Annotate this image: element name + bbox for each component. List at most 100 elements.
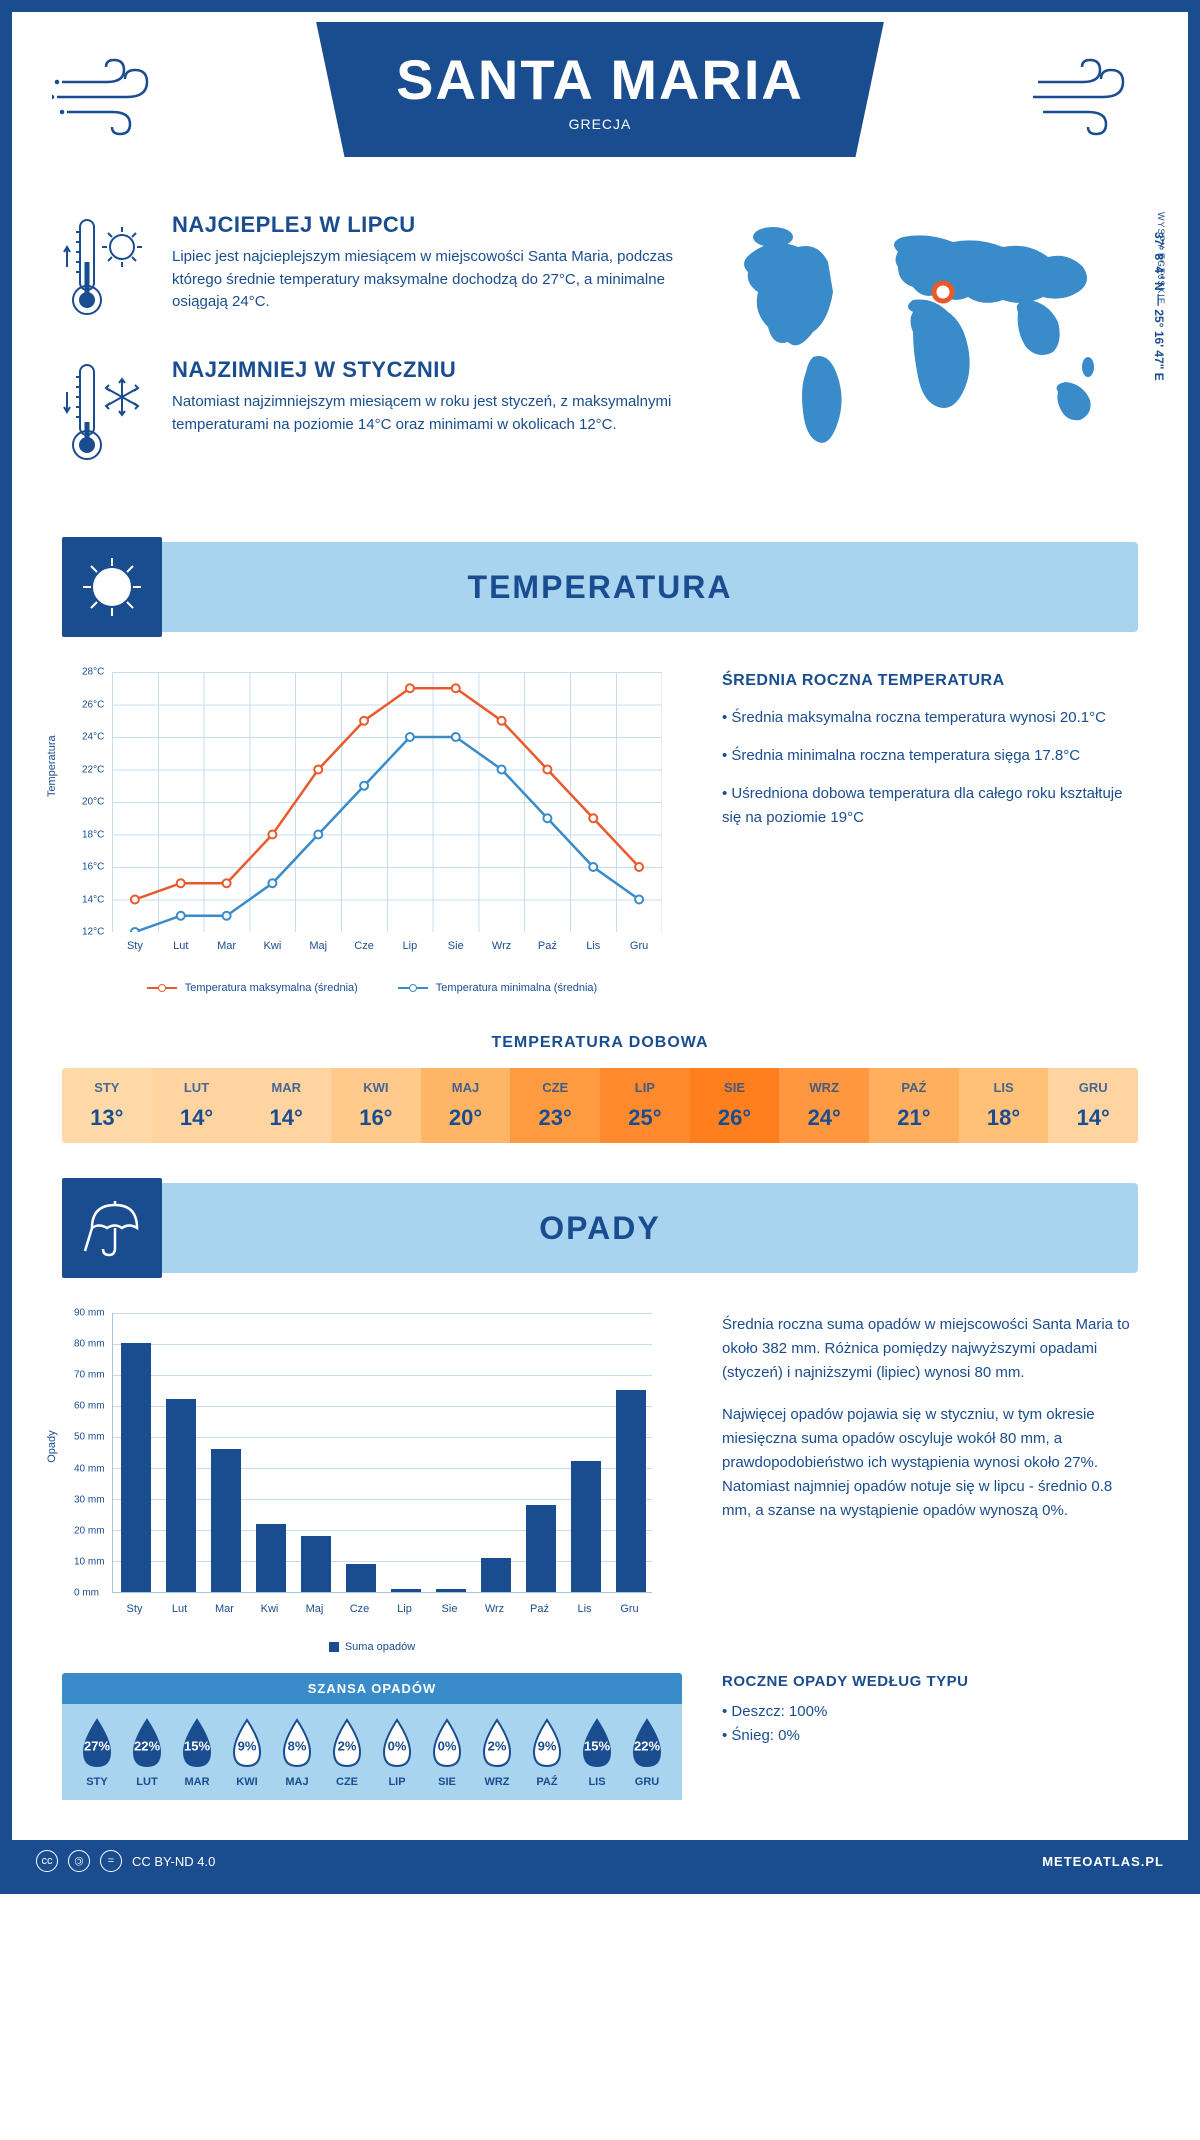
ytick: 16°C (82, 862, 104, 873)
drop-val: 0% (438, 1738, 457, 1753)
drop-icon: 8% (276, 1716, 318, 1770)
temp-cell-month: MAJ (425, 1080, 507, 1095)
temp-info-title: ŚREDNIA ROCZNA TEMPERATURA (722, 672, 1138, 690)
temp-cell: KWI16° (331, 1068, 421, 1143)
precip-p1: Średnia roczna suma opadów w miejscowośc… (722, 1313, 1138, 1385)
temp-cell: LUT14° (152, 1068, 242, 1143)
temp-cell: LIP25° (600, 1068, 690, 1143)
precip-p2: Najwięcej opadów pojawia się w styczniu,… (722, 1403, 1138, 1523)
bar-ytick: 40 mm (74, 1463, 105, 1474)
temp-cell-month: MAR (245, 1080, 327, 1095)
bar-xtick: Wrz (485, 1603, 504, 1615)
header: SANTA MARIA GRECJA (12, 12, 1188, 192)
temp-cell: GRU14° (1048, 1068, 1138, 1143)
chance-cell: 0% SIE (422, 1716, 472, 1788)
page-subtitle: GRECJA (396, 116, 804, 132)
drop-val: 15% (584, 1738, 610, 1753)
ytick: 14°C (82, 894, 104, 905)
ytick: 22°C (82, 764, 104, 775)
bar-xtick: Sty (127, 1603, 143, 1615)
bar-xtick: Lip (397, 1603, 412, 1615)
temp-ylabel: Temperatura (46, 735, 58, 797)
bar-ytick: 30 mm (74, 1494, 105, 1505)
drop-val: 15% (184, 1738, 210, 1753)
bar-xtick: Sie (442, 1603, 458, 1615)
sun-icon (62, 537, 162, 637)
page: SANTA MARIA GRECJA (0, 0, 1200, 1894)
xtick: Cze (354, 940, 374, 952)
temp-legend: Temperatura maksymalna (średnia) Tempera… (62, 982, 682, 994)
bar-xtick: Cze (350, 1603, 370, 1615)
legend-max: Temperatura maksymalna (średnia) (185, 982, 358, 994)
temp-cell: WRZ 24° (779, 1068, 869, 1143)
temp-cell-month: GRU (1052, 1080, 1134, 1095)
chance-month: LIP (372, 1776, 422, 1788)
bar-ytick: 60 mm (74, 1401, 105, 1412)
precip-type-line: • Deszcz: 100% (722, 1700, 1138, 1724)
temp-cell-val: 23° (514, 1105, 596, 1131)
xtick: Lis (586, 940, 600, 952)
drop-val: 0% (388, 1738, 407, 1753)
temp-cell-month: CZE (514, 1080, 596, 1095)
xtick: Paź (538, 940, 557, 952)
drop-val: 22% (634, 1738, 660, 1753)
precip-type-line: • Śnieg: 0% (722, 1724, 1138, 1748)
bar-xtick: Lis (577, 1603, 591, 1615)
chance-month: MAJ (272, 1776, 322, 1788)
temp-cell-val: 16° (335, 1105, 417, 1131)
intro-section: NAJCIEPLEJ W LIPCU Lipiec jest najcieple… (12, 192, 1188, 542)
daily-temp: TEMPERATURA DOBOWA STY13°LUT14°MAR14°KWI… (12, 1014, 1188, 1183)
chance-month: SIE (422, 1776, 472, 1788)
chance-month: MAR (172, 1776, 222, 1788)
cold-title: NAJZIMNIEJ W STYCZNIU (172, 357, 678, 383)
precip-type-title: ROCZNE OPADY WEDŁUG TYPU (722, 1673, 1138, 1690)
precip-legend: Suma opadów (62, 1641, 682, 1653)
temp-cell: PAŹ21° (869, 1068, 959, 1143)
chance-month: WRZ (472, 1776, 522, 1788)
temp-content: Temperatura 12°C14°C16°C18°C20°C22°C24°C… (12, 632, 1188, 1014)
temp-banner: TEMPERATURA (62, 542, 1138, 632)
temp-cell-val: 21° (873, 1105, 955, 1131)
xtick: Maj (309, 940, 327, 952)
bar-ytick: 50 mm (74, 1432, 105, 1443)
cc-icon: cc (36, 1850, 58, 1872)
cold-text: NAJZIMNIEJ W STYCZNIU Natomiast najzimni… (172, 357, 678, 472)
bar-xtick: Gru (620, 1603, 638, 1615)
precip-info: Średnia roczna suma opadów w miejscowośc… (722, 1313, 1138, 1653)
xtick: Lut (173, 940, 188, 952)
coords-label: 37° 8' 4" N — 25° 16' 47" E (1152, 232, 1166, 381)
bar (436, 1589, 466, 1592)
drop-icon: 9% (526, 1716, 568, 1770)
page-title: SANTA MARIA (396, 47, 804, 112)
ytick: 12°C (82, 927, 104, 938)
footer-license: cc 🄯 = CC BY-ND 4.0 (36, 1850, 215, 1872)
chance-month: LUT (122, 1776, 172, 1788)
drop-val: 2% (488, 1738, 507, 1753)
xtick: Sie (448, 940, 464, 952)
bar-ytick: 20 mm (74, 1525, 105, 1536)
precip-ylabel: Opady (46, 1430, 58, 1462)
ytick: 26°C (82, 699, 104, 710)
cold-block: NAJZIMNIEJ W STYCZNIU Natomiast najzimni… (62, 357, 678, 472)
temp-info: ŚREDNIA ROCZNA TEMPERATURA • Średnia mak… (722, 672, 1138, 994)
temp-table: STY13°LUT14°MAR14°KWI16°MAJ20°CZE23°LIP2… (62, 1068, 1138, 1143)
temp-bullet: • Średnia minimalna roczna temperatura s… (722, 744, 1138, 768)
bar-xtick: Maj (306, 1603, 324, 1615)
legend-min: Temperatura minimalna (średnia) (436, 982, 597, 994)
temp-cell-month: STY (66, 1080, 148, 1095)
bar-xtick: Paź (530, 1603, 549, 1615)
precip-legend-label: Suma opadów (345, 1641, 415, 1653)
bar-xtick: Lut (172, 1603, 187, 1615)
temp-cell-val: 25° (604, 1105, 686, 1131)
temp-cell-val: 14° (245, 1105, 327, 1131)
precip-chart: Opady 0 mm10 mm20 mm30 mm40 mm50 mm60 mm… (62, 1313, 682, 1653)
chance-section: SZANSA OPADÓW 27% STY 22% LUT 15% MAR 9%… (62, 1673, 682, 1800)
temp-cell-month: WRZ (783, 1080, 865, 1095)
hot-text: NAJCIEPLEJ W LIPCU Lipiec jest najcieple… (172, 212, 678, 327)
drop-icon: 0% (426, 1716, 468, 1770)
chance-cell: 0% LIP (372, 1716, 422, 1788)
drop-icon: 27% (76, 1716, 118, 1770)
temp-cell-val: 24° (783, 1105, 865, 1131)
title-banner: SANTA MARIA GRECJA (316, 22, 884, 157)
drop-val: 22% (134, 1738, 160, 1753)
